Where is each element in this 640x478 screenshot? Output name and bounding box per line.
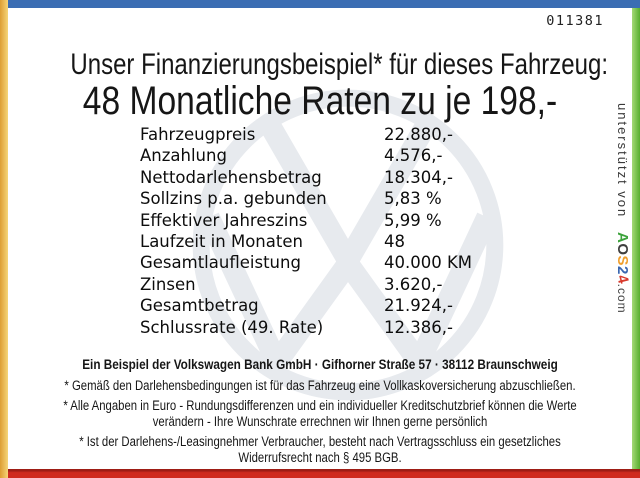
brand-letter: S xyxy=(614,255,631,266)
monthly-rate-headline: 48 Monatliche Raten zu je 198,- xyxy=(82,79,558,123)
row-label: Schlussrate (49. Rate) xyxy=(140,317,324,337)
disclaimer-block: * Gemäß den Darlehensbedingungen ist für… xyxy=(58,378,582,466)
brand-letter: A xyxy=(614,231,631,244)
table-row: Zinsen 3.620,- xyxy=(140,274,472,295)
row-label: Nettodarlehensbetrag xyxy=(140,167,322,187)
table-row: Sollzins p.a. gebunden 5,83 % xyxy=(140,188,472,209)
bottom-red-bar xyxy=(8,469,640,478)
top-blue-bar xyxy=(8,0,640,8)
vw-logo-icon xyxy=(192,89,504,401)
row-label: Effektiver Jahreszins xyxy=(140,210,308,230)
row-value: 22.880,- xyxy=(384,125,453,144)
brand-letter: O xyxy=(614,243,631,256)
table-row: Gesamtbetrag 21.924,- xyxy=(140,295,472,316)
supported-by-label: unterstützt von xyxy=(615,103,630,224)
row-value: 5,99 % xyxy=(384,210,442,230)
aos24-domain-suffix: .com xyxy=(615,283,629,314)
disclaimer-line: * Ist der Darlehens-/Leasingnehmer Verbr… xyxy=(79,434,561,449)
disclaimer-line: verändern - Ihre Wunschrate errechnen wi… xyxy=(152,413,488,429)
brand-letter: 2 xyxy=(614,265,631,275)
header: Unser Finanzierungsbeispiel* für dieses … xyxy=(8,48,632,123)
table-row: Effektiver Jahreszins 5,99 % xyxy=(140,210,472,231)
row-value: 5,83 % xyxy=(384,189,442,209)
row-value: 48 xyxy=(384,232,405,252)
disclaimer-line: * Alle Angaben in Euro - Rundungsdiffere… xyxy=(63,398,577,413)
aos24-logo: AOS24 xyxy=(613,231,632,286)
footer: Ein Beispiel der Volkswagen Bank GmbH · … xyxy=(58,356,582,466)
table-row: Laufzeit in Monaten 48 xyxy=(140,231,472,252)
sidebar-vertical-text: unterstützt von AOS24.com xyxy=(613,103,632,373)
row-label: Sollzins p.a. gebunden xyxy=(140,189,327,209)
left-yellow-stripe xyxy=(0,0,8,478)
row-label: Fahrzeugpreis xyxy=(140,125,256,144)
row-value: 3.620,- xyxy=(384,274,443,294)
row-label: Zinsen xyxy=(140,274,196,294)
table-row: Anzahlung 4.576,- xyxy=(140,145,472,166)
row-value: 40.000 KM xyxy=(384,253,473,273)
row-label: Anzahlung xyxy=(140,146,227,166)
right-green-stripe xyxy=(632,8,640,469)
row-value: 4.576,- xyxy=(384,146,443,166)
table-row: Gesamtlaufleistung 40.000 KM xyxy=(140,252,472,273)
bank-address-line: Ein Beispiel der Volkswagen Bank GmbH · … xyxy=(82,355,558,372)
row-label: Gesamtbetrag xyxy=(140,296,259,316)
finance-table: Fahrzeugpreis 22.880,- Anzahlung 4.576,- Net… xyxy=(140,124,472,338)
disclaimer-line: Widerrufsrecht nach § 495 BGB. xyxy=(238,449,402,465)
table-row: Schlussrate (49. Rate) 12.386,- xyxy=(140,317,472,338)
table-row: Nettodarlehensbetrag 18.304,- xyxy=(140,167,472,188)
row-value: 18.304,- xyxy=(384,167,453,187)
finance-example-title: Unser Finanzierungsbeispiel* für dieses … xyxy=(70,48,609,81)
document-number: 011381 xyxy=(546,13,604,29)
disclaimer-line: * Gemäß den Darlehensbedingungen ist für… xyxy=(64,377,576,393)
table-row: Fahrzeugpreis 22.880,- xyxy=(140,124,472,145)
row-value: 12.386,- xyxy=(384,317,453,337)
row-label: Laufzeit in Monaten xyxy=(140,232,303,252)
row-label: Gesamtlaufleistung xyxy=(140,253,301,273)
row-value: 21.924,- xyxy=(384,296,453,316)
